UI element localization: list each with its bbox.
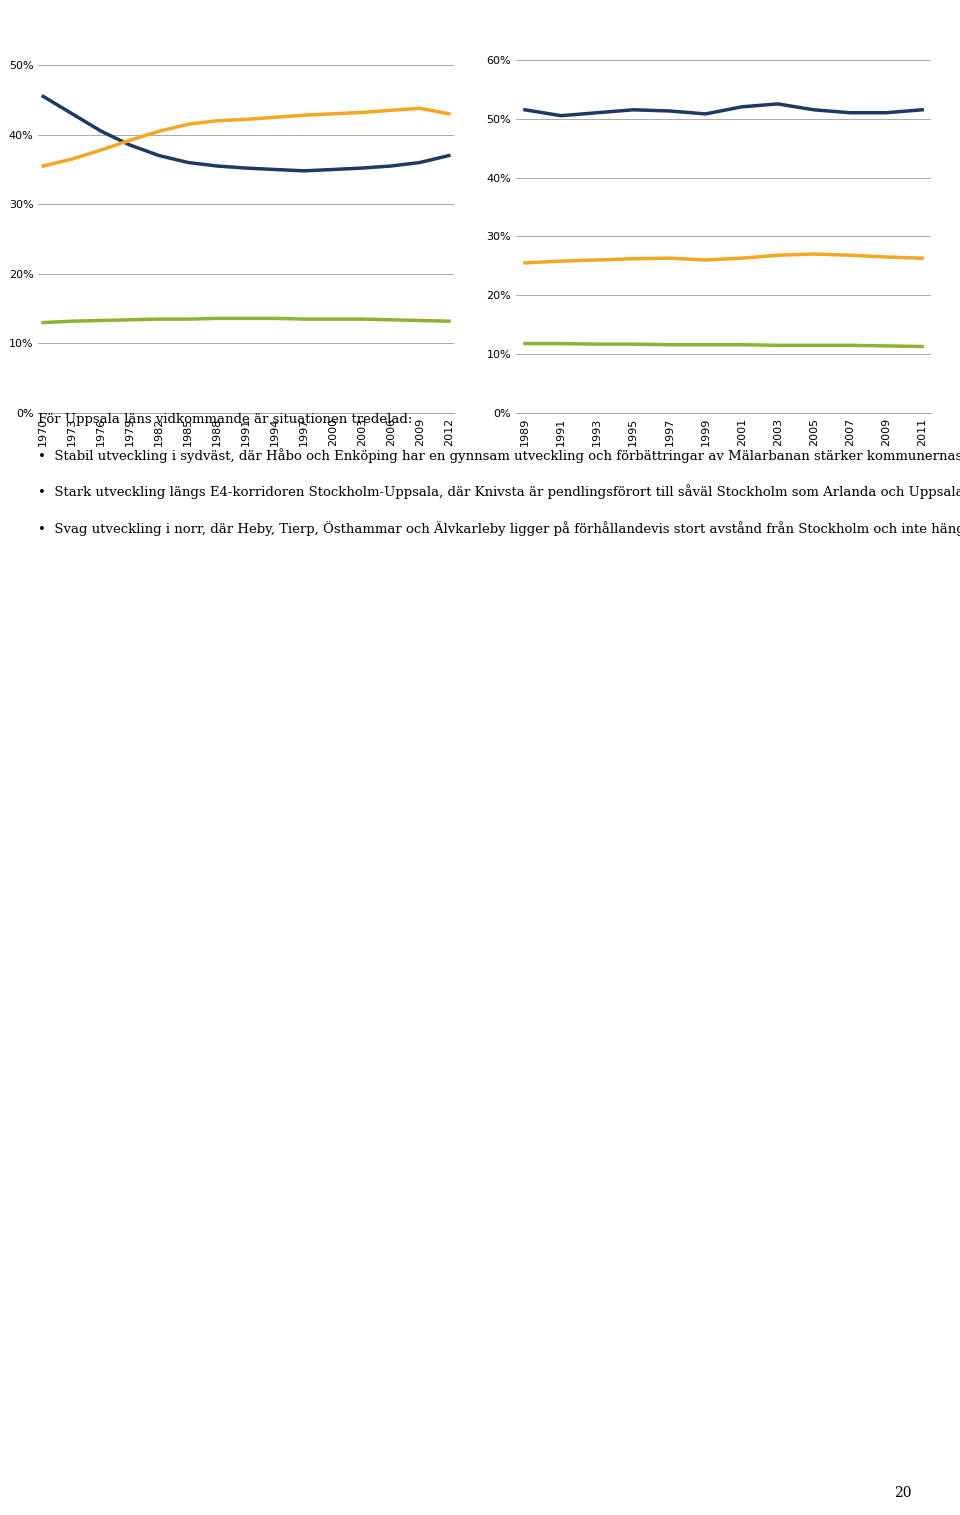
Text: 20: 20 bbox=[895, 1486, 912, 1500]
Text: För Uppsala läns vidkommande är situationen tredelad:

•  Stabil utveckling i sy: För Uppsala läns vidkommande är situatio… bbox=[38, 414, 960, 536]
